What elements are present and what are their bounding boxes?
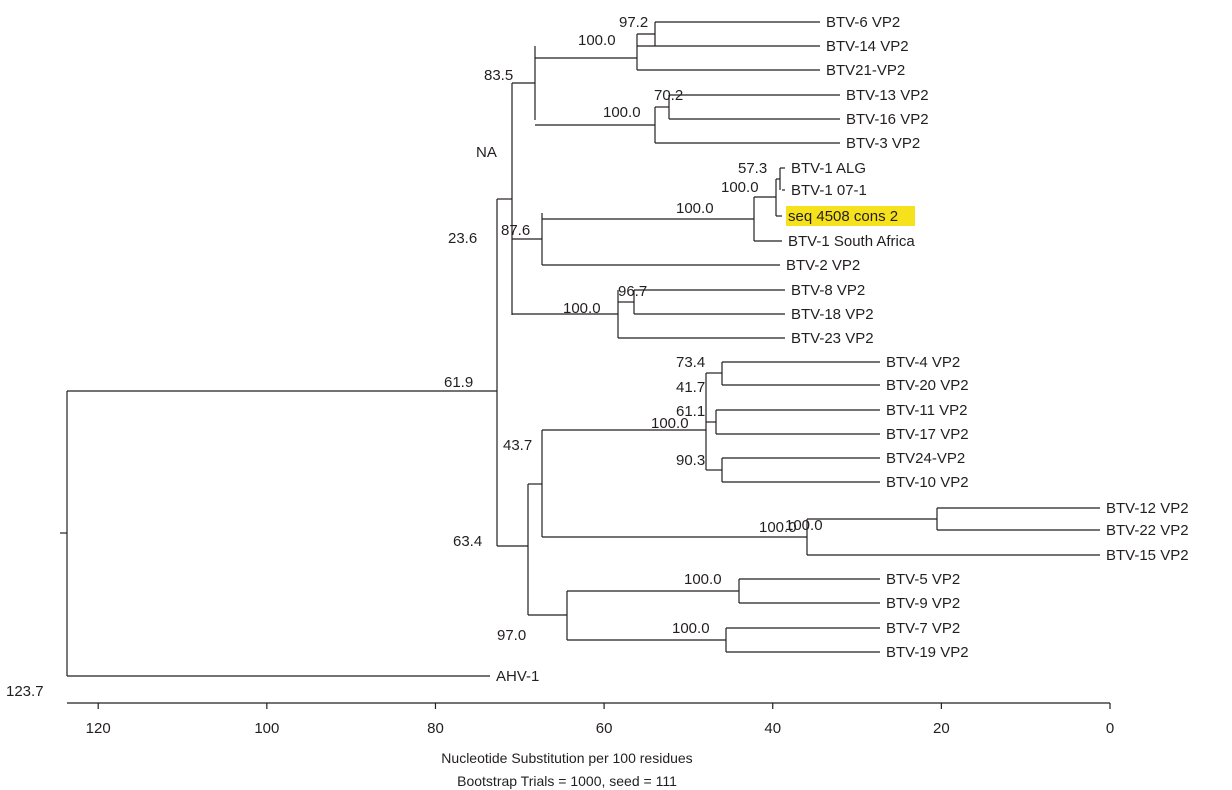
leaf-label-btv16: BTV-16 VP2	[846, 111, 929, 128]
leaf-label-btv5: BTV-5 VP2	[886, 571, 960, 588]
bootstrap-value: 100.0	[578, 32, 616, 49]
axis-tick-label: 60	[596, 720, 613, 737]
leaf-label-btv22: BTV-22 VP2	[1106, 522, 1189, 539]
leaf-label-btv17: BTV-17 VP2	[886, 426, 969, 443]
bootstrap-value: 70.2	[654, 87, 683, 104]
leaf-label-btv14: BTV-14 VP2	[826, 38, 909, 55]
leaf-label-btv23: BTV-23 VP2	[791, 330, 874, 347]
leaf-label-btv20: BTV-20 VP2	[886, 377, 969, 394]
bootstrap-value: 41.7	[676, 379, 705, 396]
bootstrap-value: 87.6	[501, 222, 530, 239]
leaf-label-seq4508: seq 4508 cons 2	[788, 208, 898, 225]
leaf-label-btv19: BTV-19 VP2	[886, 644, 969, 661]
leaf-label-btv7: BTV-7 VP2	[886, 620, 960, 637]
leaf-label-btv1sa: BTV-1 South Africa	[788, 233, 915, 250]
bootstrap-labels: 97.2100.070.2100.083.5NA57.3100.0100.087…	[444, 14, 823, 644]
axis-tick-label: 100	[254, 720, 279, 737]
leaf-label-btv15: BTV-15 VP2	[1106, 547, 1189, 564]
bootstrap-value: 63.4	[453, 533, 482, 550]
bootstrap-value: 61.9	[444, 374, 473, 391]
leaf-label-btv24: BTV24-VP2	[886, 450, 965, 467]
bootstrap-value: 43.7	[503, 437, 532, 454]
axis-title: Nucleotide Substitution per 100 residues	[441, 750, 692, 766]
root-distance-label: 123.7	[6, 683, 44, 700]
bootstrap-value: 100.0	[759, 519, 797, 536]
axis-tick-label: 40	[764, 720, 781, 737]
axis-tick-label: 0	[1106, 720, 1114, 737]
leaf-label-btv4: BTV-4 VP2	[886, 354, 960, 371]
leaf-label-btv6: BTV-6 VP2	[826, 14, 900, 31]
leaf-label-btv3: BTV-3 VP2	[846, 135, 920, 152]
bootstrap-value: 57.3	[738, 160, 767, 177]
leaf-label-btv13: BTV-13 VP2	[846, 87, 929, 104]
leaf-label-btv21: BTV21-VP2	[826, 62, 905, 79]
leaf-label-btv1071: BTV-1 07-1	[791, 182, 867, 199]
bootstrap-value: 100.0	[676, 200, 714, 217]
bootstrap-value: 100.0	[721, 179, 759, 196]
leaf-label-ahv1: AHV-1	[496, 668, 539, 685]
bootstrap-value: 100.0	[684, 571, 722, 588]
leaf-labels: BTV-6 VP2 BTV-14 VP2 BTV21-VP2 BTV-13 VP2 BT…	[496, 14, 1189, 685]
leaf-label-btv12: BTV-12 VP2	[1106, 500, 1189, 517]
leaf-label-btv1alg: BTV-1 ALG	[791, 160, 866, 177]
bootstrap-value: 90.3	[676, 452, 705, 469]
bootstrap-value: 23.6	[448, 230, 477, 247]
leaf-label-btv9: BTV-9 VP2	[886, 595, 960, 612]
bootstrap-value: NA	[476, 144, 497, 161]
bootstrap-value: 100.0	[603, 104, 641, 121]
distance-axis: 120 100 80 60 40 20 0	[67, 703, 1114, 737]
bootstrap-value: 83.5	[484, 67, 513, 84]
leaf-label-btv10: BTV-10 VP2	[886, 474, 969, 491]
leaf-label-btv18: BTV-18 VP2	[791, 306, 874, 323]
bootstrap-value: 97.0	[497, 627, 526, 644]
axis-tick-label: 120	[86, 720, 111, 737]
bootstrap-value: 100.0	[672, 620, 710, 637]
leaf-label-btv8: BTV-8 VP2	[791, 282, 865, 299]
bootstrap-value: 96.7	[618, 283, 647, 300]
bootstrap-value: 97.2	[619, 14, 648, 31]
leaf-label-btv11: BTV-11 VP2	[886, 402, 967, 419]
bootstrap-value: 100.0	[651, 415, 689, 432]
axis-subtitle: Bootstrap Trials = 1000, seed = 111	[457, 773, 677, 789]
bootstrap-value: 100.0	[563, 300, 601, 317]
axis-tick-label: 80	[427, 720, 444, 737]
leaf-label-btv2: BTV-2 VP2	[786, 257, 860, 274]
axis-tick-label: 20	[933, 720, 950, 737]
bootstrap-value: 73.4	[676, 354, 705, 371]
